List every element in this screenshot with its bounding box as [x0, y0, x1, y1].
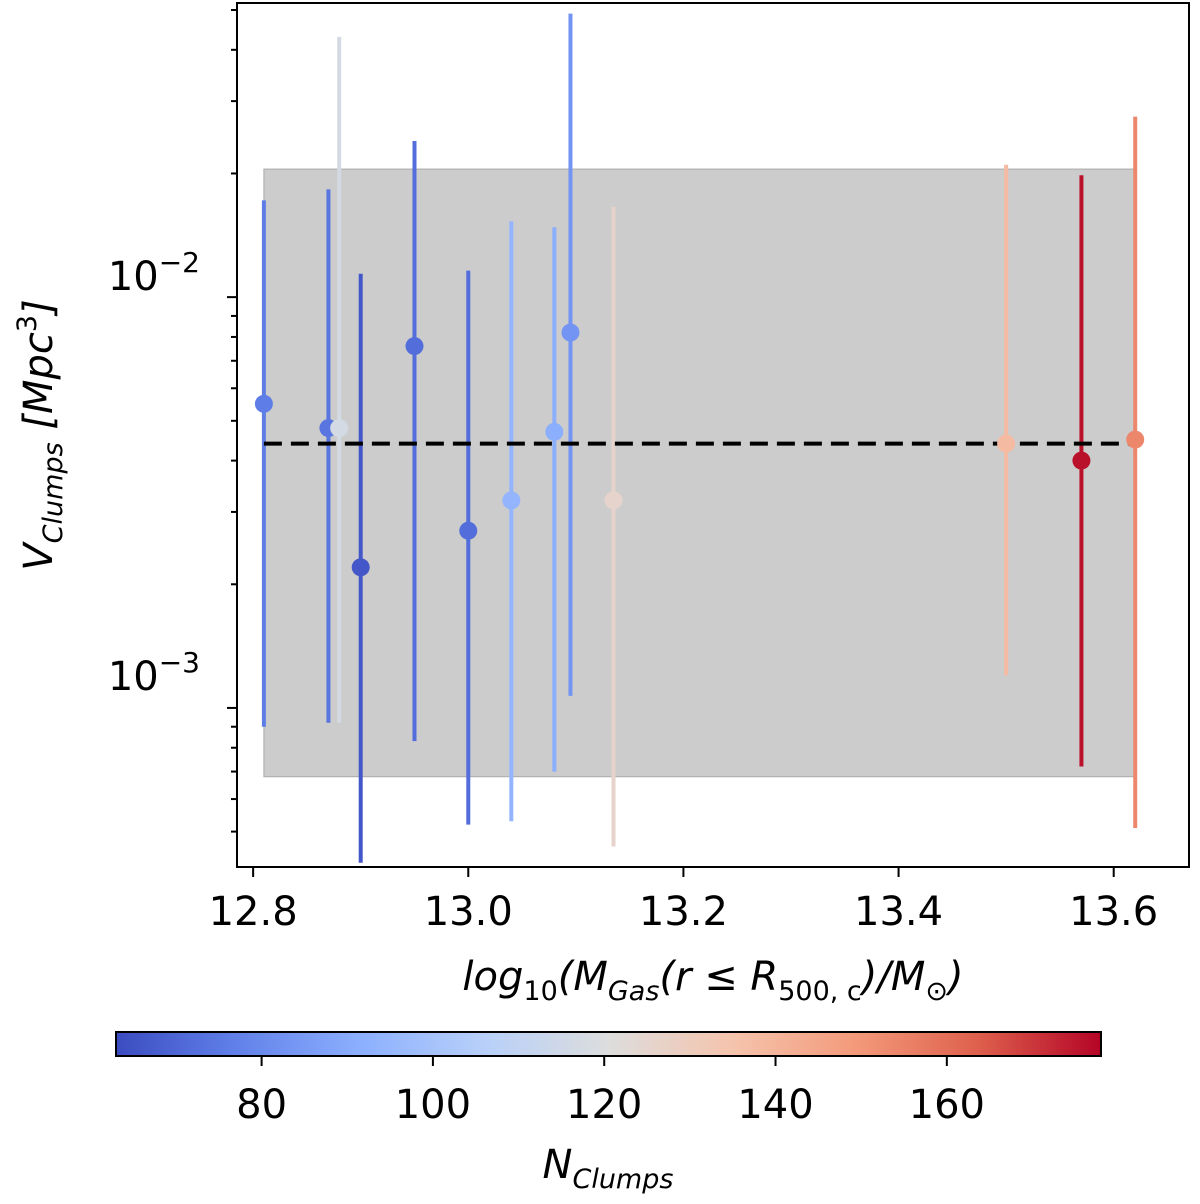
- x-axis-label: log10(MGas(r ≤ R500, c)/M⊙): [462, 954, 963, 1007]
- colorbar-tick-label-1: 100: [395, 1082, 471, 1128]
- data-point-4: [405, 337, 424, 356]
- scatter-band: [263, 168, 1136, 778]
- colorbar: [115, 1031, 1102, 1057]
- axes-frame: [236, 2, 1190, 868]
- data-point-0: [254, 394, 273, 413]
- x-axis-ticks: 12.8 13.0 13.2 13.4 13.6: [209, 867, 1158, 935]
- data-point-2: [330, 419, 349, 438]
- x-tick-label-1: 13.0: [424, 889, 513, 935]
- data-point-5: [459, 521, 478, 540]
- data-point-8: [561, 323, 580, 342]
- y-tick-label-1e-3: 10−3: [108, 646, 200, 700]
- colorbar-tick-label-3: 140: [737, 1082, 813, 1128]
- y-axis-ticks: [227, 8, 237, 833]
- x-tick-label-2: 13.2: [639, 889, 728, 935]
- colorbar-tick-label-0: 80: [236, 1082, 287, 1128]
- plot-area: [254, 13, 1145, 863]
- data-point-3: [351, 558, 370, 577]
- x-tick-label-3: 13.4: [854, 889, 943, 935]
- colorbar-label: NClumps: [543, 1142, 674, 1195]
- data-point-7: [545, 422, 564, 441]
- y-axis-label: VClumps [Mpc3]: [12, 299, 69, 570]
- colorbar-tick-label-4: 160: [909, 1082, 985, 1128]
- data-point-11: [1072, 451, 1091, 470]
- x-tick-label-4: 13.6: [1069, 889, 1158, 935]
- x-tick-label-0: 12.8: [209, 889, 298, 935]
- colorbar-ticks: 80 100 120 140 160: [236, 1056, 985, 1128]
- y-tick-label-1e-2: 10−2: [108, 246, 200, 300]
- data-point-9: [604, 491, 623, 510]
- data-point-10: [997, 434, 1016, 453]
- data-point-6: [502, 491, 521, 510]
- data-point-12: [1126, 430, 1145, 449]
- colorbar-tick-label-2: 120: [566, 1082, 642, 1128]
